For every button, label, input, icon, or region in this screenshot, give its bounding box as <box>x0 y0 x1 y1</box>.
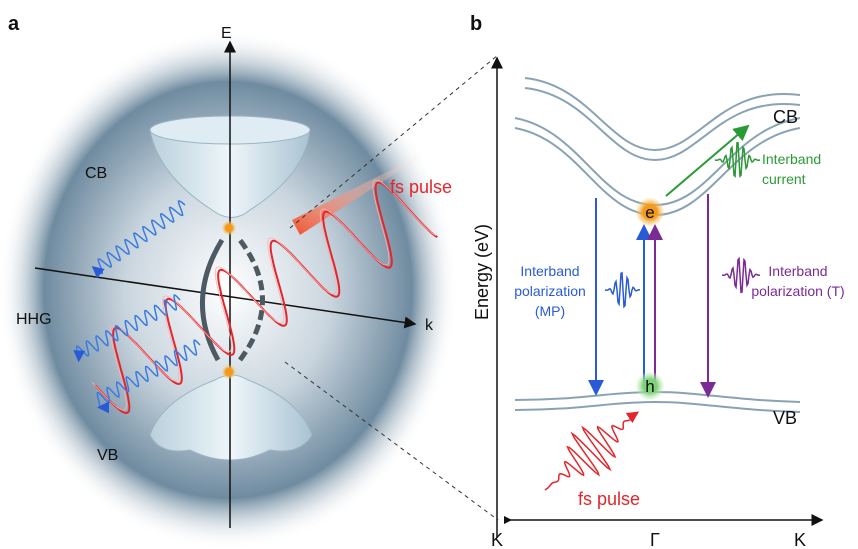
wave <box>545 412 638 490</box>
axis-label: Energy (eV) <box>472 224 492 320</box>
band-label: VB <box>97 447 118 464</box>
annotation: Interband <box>768 263 827 279</box>
axis-label: E <box>221 25 232 42</box>
hole <box>222 365 236 379</box>
pulse-label: fs pulse <box>390 177 452 197</box>
hhg-label: HHG <box>16 311 52 328</box>
annotation: current <box>762 171 806 187</box>
pulse-label: fs pulse <box>578 489 640 509</box>
band-label: VB <box>773 408 797 428</box>
band-label: CB <box>85 165 107 182</box>
k-label: K <box>794 530 806 549</box>
figure: a E k CB VB HHG fs pulse e h b Energy (e… <box>0 0 858 549</box>
annotation: polarization <box>514 283 586 299</box>
gamma-label: Γ <box>650 530 660 549</box>
vb-curve <box>515 402 800 412</box>
panel-label: b <box>470 13 482 35</box>
annotation: Interband <box>520 263 579 279</box>
electron-label: e <box>645 203 654 222</box>
upper-band <box>525 78 800 150</box>
annotation: Interband <box>762 151 821 167</box>
k-label: K <box>491 530 503 549</box>
annotation: (MP) <box>535 303 565 319</box>
hole-label: h <box>645 377 654 396</box>
cb-curve <box>515 118 800 205</box>
arrow-head <box>504 516 512 524</box>
glow <box>0 30 458 549</box>
electron <box>222 221 236 235</box>
annotation: polarization (T) <box>751 283 844 299</box>
wave <box>605 273 640 307</box>
band-label: CB <box>773 107 798 127</box>
panel-label: a <box>8 13 20 35</box>
axis-label: k <box>425 317 434 334</box>
